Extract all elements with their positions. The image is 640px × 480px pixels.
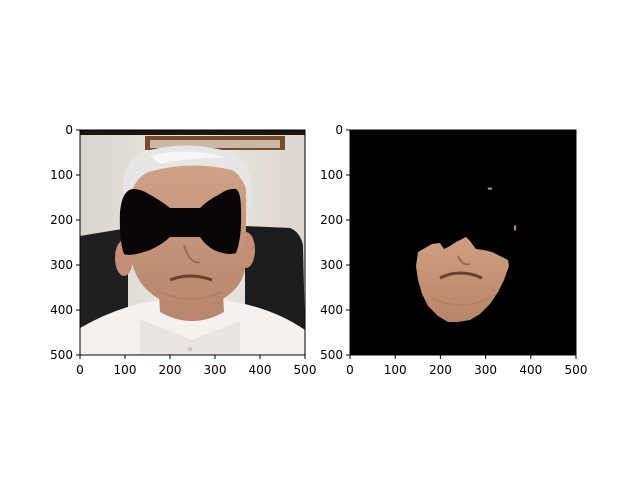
left-y-tick-label: 300	[50, 258, 73, 272]
right-y-ticks: 0 100 200 300 400 500	[320, 123, 350, 362]
left-y-tick-label: 100	[50, 168, 73, 182]
right-x-tick-label: 400	[519, 363, 542, 377]
segmented-nose	[457, 255, 471, 266]
bow-tie-left-lobe	[119, 189, 170, 255]
left-x-tick-label: 200	[159, 363, 182, 377]
right-axes-frame	[349, 129, 577, 356]
right-y-tick-label: 400	[320, 303, 343, 317]
right-axes: 0 100 200 300 400 500 0 100 200 300 400 500	[320, 123, 587, 377]
picture-frame-top	[80, 130, 305, 135]
left-x-tick-label: 500	[294, 363, 317, 377]
bow-tie-mask	[119, 188, 242, 255]
left-y-tick-label: 0	[65, 123, 73, 137]
left-y-ticks: 0 100 200 300 400 500	[50, 123, 80, 362]
shirt-shadow	[140, 320, 240, 355]
left-x-ticks: 0 100 200 300 400 500	[76, 355, 316, 377]
bow-tie-right-lobe	[200, 188, 242, 254]
right-x-ticks: 0 100 200 300 400 500	[346, 355, 587, 377]
right-image	[350, 130, 576, 355]
left-axes-frame	[79, 129, 306, 356]
left-x-tick-label: 400	[249, 363, 272, 377]
chin-shadow	[159, 291, 223, 300]
mouth	[169, 274, 213, 282]
shirt	[80, 300, 305, 355]
skin-speck	[487, 187, 492, 190]
right-x-tick-label: 300	[474, 363, 497, 377]
right-y-tick-label: 300	[320, 258, 343, 272]
right-y-tick-label: 200	[320, 213, 343, 227]
hair-highlight	[150, 151, 228, 164]
bow-tie-center	[168, 208, 202, 237]
segmented-mouth	[439, 271, 483, 280]
left-y-tick-label: 400	[50, 303, 73, 317]
right-x-tick-label: 500	[565, 363, 588, 377]
shirt-button	[187, 346, 193, 352]
nose-shadow	[183, 244, 201, 264]
skin-speck	[514, 225, 517, 231]
left-image	[80, 130, 305, 355]
right-x-tick-label: 200	[429, 363, 452, 377]
left-axes: 0 100 200 300 400 500 0 100 200 300 400 500	[50, 123, 316, 377]
right-x-tick-label: 100	[384, 363, 407, 377]
right-y-tick-label: 100	[320, 168, 343, 182]
segmented-chin	[431, 297, 491, 306]
left-x-tick-label: 100	[114, 363, 137, 377]
right-y-tick-label: 500	[320, 348, 343, 362]
left-y-tick-label: 500	[50, 348, 73, 362]
left-x-tick-label: 300	[204, 363, 227, 377]
picture-frame-inner	[150, 140, 280, 148]
right-y-tick-label: 0	[335, 123, 343, 137]
left-y-tick-label: 200	[50, 213, 73, 227]
chair-back-right	[245, 226, 305, 332]
hair	[123, 145, 252, 205]
right-x-tick-label: 0	[346, 363, 354, 377]
left-x-tick-label: 0	[76, 363, 84, 377]
